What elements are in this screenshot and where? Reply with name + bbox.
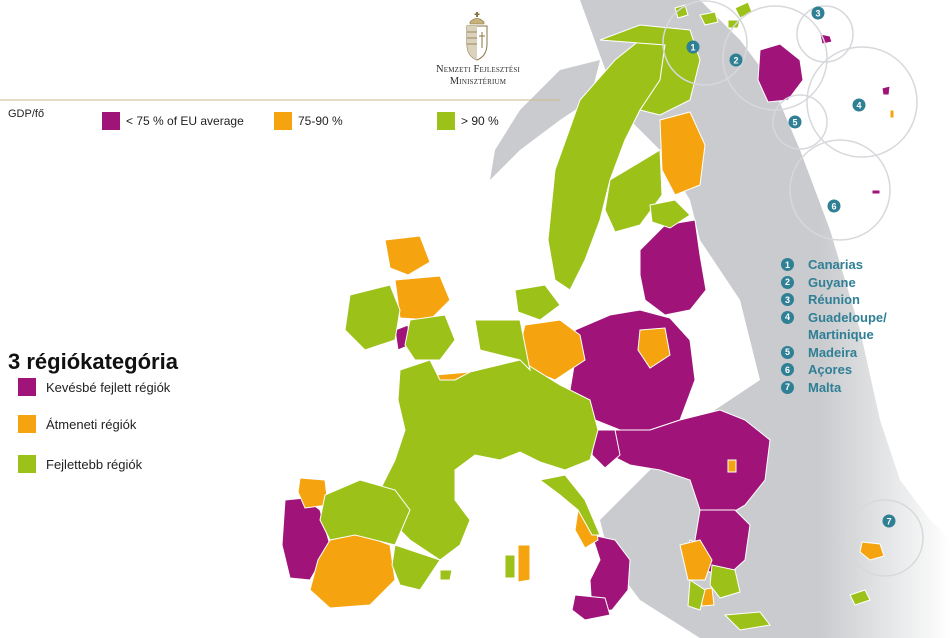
gdp-legend-text-mid: 75-90 % <box>298 114 343 128</box>
outermost-regions-list: 1 Canarias 2 Guyane 3 Réunion 4 Guadelou… <box>781 256 887 396</box>
category-item-less-developed: Kevésbé fejlett régiók <box>18 378 170 396</box>
region-name-malta: Malta <box>808 379 842 395</box>
gdp-swatch-high <box>437 112 455 130</box>
gdp-legend-text-high: > 90 % <box>461 114 499 128</box>
ministry-line-1: Nemzeti Fejlesztési <box>435 64 520 75</box>
region-number-2: 2 <box>781 275 794 289</box>
inset-number-1: 1 <box>690 43 695 53</box>
category-swatch-transition <box>18 415 36 433</box>
category-swatch-more-developed <box>18 455 36 473</box>
region-number-1: 1 <box>781 258 794 272</box>
region-name-madeira: Madeira <box>808 344 858 360</box>
inset-number-2: 2 <box>733 56 738 66</box>
category-swatch-less-developed <box>18 378 36 396</box>
category-label-less-developed: Kevésbé fejlett régiók <box>46 379 171 395</box>
inset-number-7: 7 <box>886 517 891 527</box>
region-row-canarias: 1 Canarias <box>781 256 887 274</box>
region-row-madeira: 5 Madeira <box>781 344 887 362</box>
inset-number-4: 4 <box>856 101 861 111</box>
region-row-martinique: Martinique <box>781 326 887 344</box>
gdp-legend-item-high: > 90 % <box>437 112 499 130</box>
ministry-name: Nemzeti Fejlesztési Minisztérium <box>418 64 538 88</box>
region-number-4: 4 <box>781 310 794 324</box>
region-name-canarias: Canarias <box>808 257 863 273</box>
gdp-legend-item-mid: 75-90 % <box>274 112 343 130</box>
region-row-reunion: 3 Réunion <box>781 291 887 309</box>
inset-guadeloupe <box>806 46 918 158</box>
inset-malta <box>846 499 924 577</box>
inset-markers: 1 2 3 4 5 6 7 <box>686 6 896 528</box>
right-fade <box>820 200 951 638</box>
inset-number-5: 5 <box>792 118 797 128</box>
region-name-guadeloupe: Guadeloupe/ <box>808 309 887 325</box>
gdp-swatch-low <box>102 112 120 130</box>
inset-reunion <box>796 5 854 63</box>
coat-of-arms-emblem <box>466 12 488 61</box>
inset-madeira <box>772 94 828 150</box>
region-number-7: 7 <box>781 380 794 394</box>
region-row-guyane: 2 Guyane <box>781 274 887 292</box>
gdp-legend-text-low: < 75 % of EU average <box>126 114 244 128</box>
region-number-5: 5 <box>781 345 794 359</box>
category-item-more-developed: Fejlettebb régiók <box>18 455 142 473</box>
inset-circles <box>662 0 924 577</box>
ministry-line-2: Minisztérium <box>449 76 507 87</box>
region-number-3: 3 <box>781 293 794 307</box>
category-label-transition: Átmeneti régiók <box>46 416 137 432</box>
inset-number-3: 3 <box>815 9 820 19</box>
region-name-reunion: Réunion <box>808 292 860 308</box>
gdp-legend-item-low: < 75 % of EU average <box>102 112 244 130</box>
region-number-6: 6 <box>781 363 794 377</box>
region-row-guadeloupe: 4 Guadeloupe/ <box>781 309 887 327</box>
gdp-legend-label: GDP/fő <box>8 108 45 120</box>
category-label-more-developed: Fejlettebb régiók <box>46 456 143 472</box>
category-item-transition: Átmeneti régiók <box>18 415 136 433</box>
inset-acores <box>789 139 891 241</box>
inset-canarias <box>662 0 748 86</box>
region-name-martinique: Martinique <box>808 327 874 343</box>
region-name-guyane: Guyane <box>808 274 856 290</box>
inset-number-6: 6 <box>831 202 836 212</box>
region-row-malta: 7 Malta <box>781 379 887 397</box>
region-row-acores: 6 Açores <box>781 361 887 379</box>
gdp-swatch-mid <box>274 112 292 130</box>
region-name-acores: Açores <box>808 362 853 378</box>
more-developed-regions <box>319 1 871 631</box>
category-title: 3 régiókategória <box>8 349 178 374</box>
